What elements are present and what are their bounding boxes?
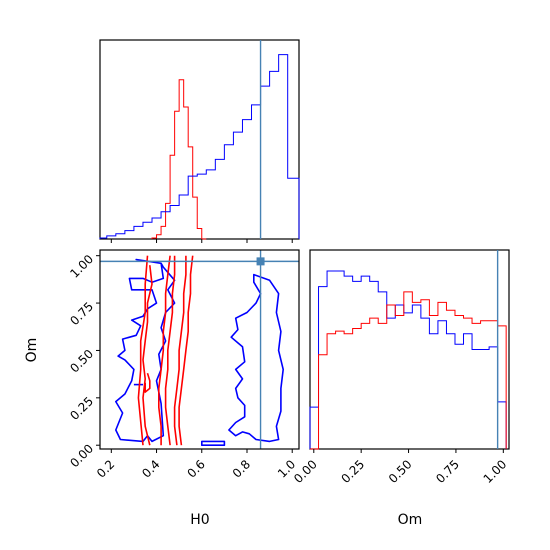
om-histogram-x-ticks: 0.00 0.25 0.50 0.75 1.00 xyxy=(291,449,509,486)
h0-hist-line-b xyxy=(151,79,207,240)
truth-point-marker xyxy=(256,257,265,266)
h0-xtick-label-0: 0.2 xyxy=(94,457,117,480)
contour-b-2 xyxy=(144,372,151,393)
om-hist-xtick-label-2: 0.50 xyxy=(386,457,415,486)
om-hist-xtick-label-3: 0.75 xyxy=(433,457,462,486)
contours-series-b xyxy=(137,255,194,446)
contours-series-a xyxy=(115,258,284,446)
h0-histogram-frame xyxy=(99,39,300,240)
h0-xtick-label-1: 0.4 xyxy=(139,457,162,480)
y-axis-label-om: Om xyxy=(24,338,40,363)
om-hist-xtick-label-0: 0.00 xyxy=(291,457,320,486)
om-ytick-label-4: 1.00 xyxy=(67,252,96,281)
h0-histogram-ticks xyxy=(110,239,293,243)
om-ytick-label-0: 0.00 xyxy=(67,441,96,470)
x-axis-label-h0: H0 xyxy=(190,512,209,528)
om-ytick-label-3: 0.75 xyxy=(67,299,96,328)
om-hist-xtick-label-4: 1.00 xyxy=(481,457,510,486)
contour-b-6 xyxy=(178,255,194,446)
om-hist-line-b xyxy=(310,291,507,450)
h0-histogram-series-b xyxy=(151,79,207,240)
om-ytick-label-2: 0.50 xyxy=(67,347,96,376)
om-histogram-panel: 0.00 0.25 0.50 0.75 1.00 xyxy=(291,249,510,486)
contour-truth-lines xyxy=(100,250,299,449)
om-hist-line-a xyxy=(309,270,507,449)
contour-a-0 xyxy=(115,258,176,443)
h0-histogram-panel xyxy=(99,39,300,243)
h0-xtick-label-3: 0.8 xyxy=(230,457,253,480)
h0-xtick-label-2: 0.6 xyxy=(184,457,207,480)
om-histogram-frame xyxy=(309,249,510,450)
contour-b-5 xyxy=(173,255,187,446)
contour-frame xyxy=(99,249,300,450)
contour-a-3 xyxy=(201,440,226,446)
contour-b-0 xyxy=(137,255,149,446)
contour-b-4 xyxy=(164,255,176,446)
om-axis-ticks: 0.00 0.25 0.50 0.75 1.00 xyxy=(67,252,100,470)
om-hist-xtick-label-1: 0.25 xyxy=(339,457,368,486)
h0-histogram-series-a xyxy=(99,54,300,239)
h0-axis-ticks: 0.2 0.4 0.6 0.8 1.0 xyxy=(94,449,298,481)
om-ytick-label-1: 0.25 xyxy=(67,394,96,423)
x-axis-label-om: Om xyxy=(398,512,423,528)
h0-hist-line-a xyxy=(99,54,300,239)
h0-om-contour-panel: 0.2 0.4 0.6 0.8 1.0 0.000.250.500.751.00 xyxy=(67,249,300,481)
om-histogram-series-b xyxy=(310,291,507,450)
om-histogram-series-a xyxy=(309,270,507,449)
contour-a-1 xyxy=(228,273,284,443)
contour-b-1 xyxy=(142,265,153,446)
contour-b-3 xyxy=(158,255,171,446)
